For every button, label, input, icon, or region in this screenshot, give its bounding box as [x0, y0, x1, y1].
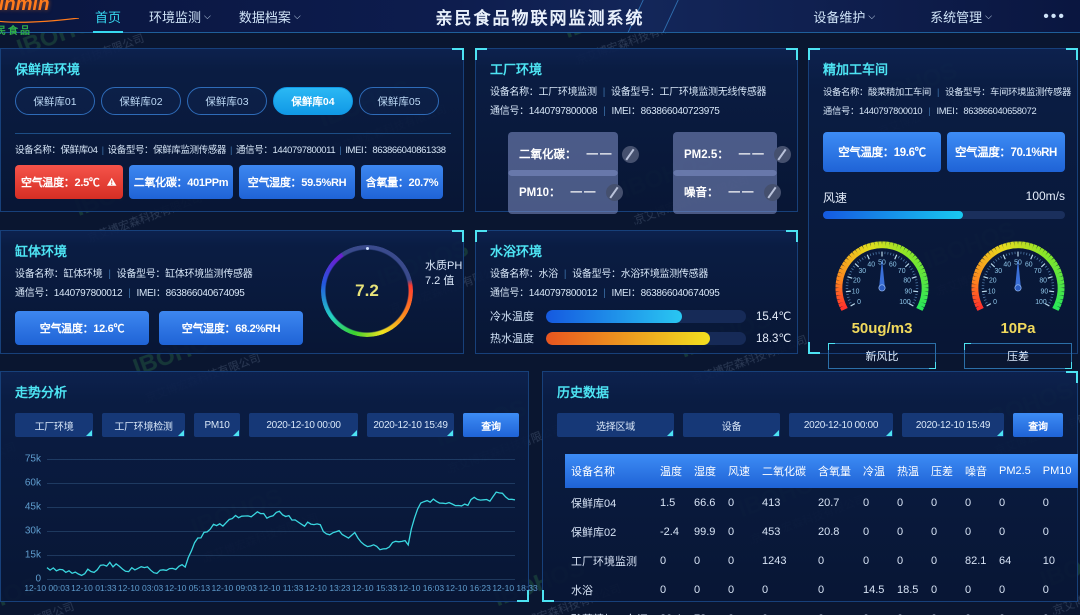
svg-text:20: 20 [989, 278, 997, 285]
svg-text:10: 10 [852, 289, 860, 296]
svg-text:100: 100 [899, 299, 911, 306]
svg-text:30: 30 [858, 268, 866, 275]
svg-text:60: 60 [889, 262, 897, 269]
svg-text:20: 20 [853, 278, 861, 285]
svg-text:10: 10 [988, 289, 996, 296]
svg-text:60: 60 [1025, 262, 1033, 269]
svg-text:40: 40 [1003, 262, 1011, 269]
svg-text:80: 80 [1039, 278, 1047, 285]
svg-text:0: 0 [857, 299, 861, 306]
svg-text:90: 90 [905, 289, 913, 296]
svg-text:70: 70 [898, 268, 906, 275]
svg-text:100: 100 [1035, 299, 1047, 306]
svg-text:40: 40 [867, 262, 875, 269]
svg-text:!: ! [110, 180, 112, 187]
svg-text:0: 0 [993, 299, 997, 306]
svg-text:80: 80 [903, 278, 911, 285]
svg-text:30: 30 [994, 268, 1002, 275]
svg-text:90: 90 [1041, 289, 1049, 296]
svg-text:70: 70 [1034, 268, 1042, 275]
